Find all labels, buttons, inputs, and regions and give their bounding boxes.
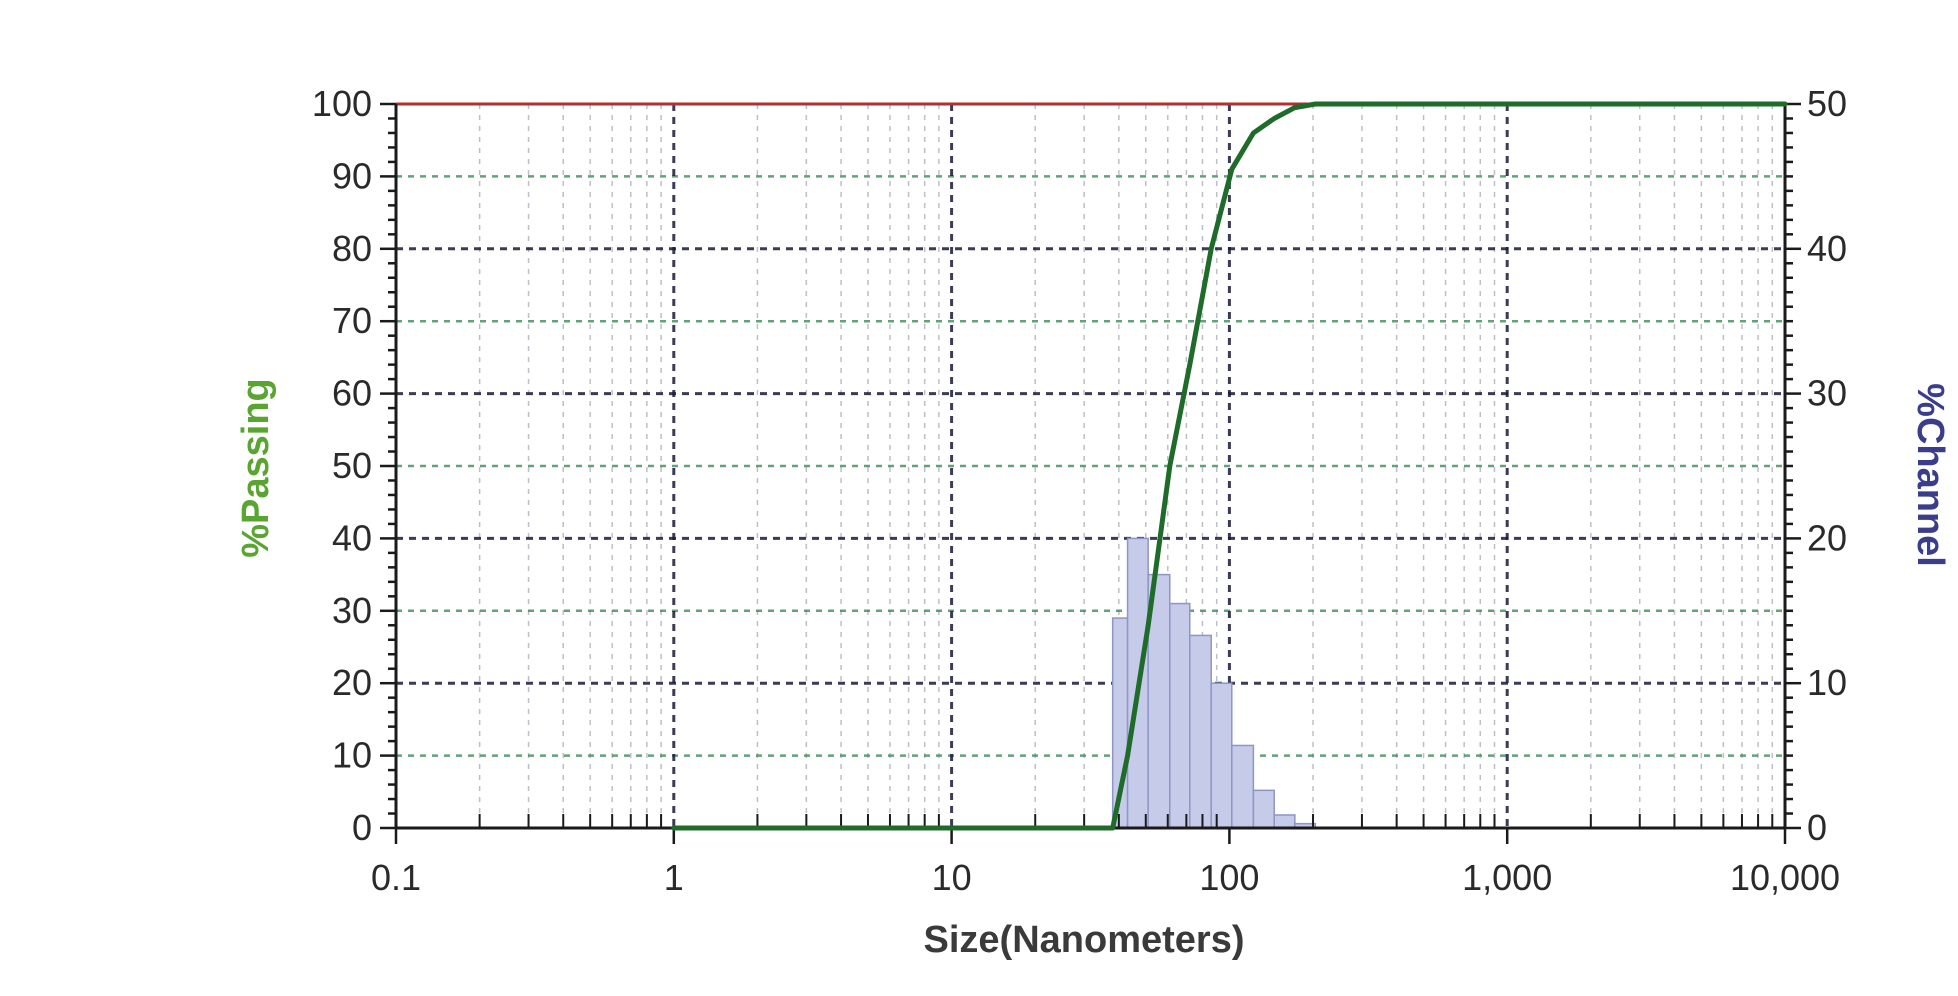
channel-bars xyxy=(1111,537,1317,829)
left-tick-label: 20 xyxy=(332,662,372,703)
right-tick-label: 40 xyxy=(1807,228,1847,269)
tick-labels: 0 10 20 30 40 50 60 70 80 90 100 0 10 20 30 40 50 0.1 1 10 1… xyxy=(312,83,1847,898)
x-tick-label: 10,000 xyxy=(1730,857,1840,898)
passing-line xyxy=(671,101,1788,831)
x-tick-label: 100 xyxy=(1199,857,1259,898)
left-axis-title: %Passing xyxy=(235,378,277,558)
channel-bar xyxy=(1210,682,1233,829)
left-tick-label: 80 xyxy=(332,228,372,269)
channel-bar xyxy=(1252,789,1275,829)
channel-bar xyxy=(1231,744,1255,829)
left-tick-label: 30 xyxy=(332,590,372,631)
right-tick-label: 50 xyxy=(1807,83,1847,124)
right-tick-label: 30 xyxy=(1807,373,1847,414)
left-tick-label: 0 xyxy=(352,807,372,848)
x-axis-title: Size(Nanometers) xyxy=(924,919,1245,961)
left-tick-label: 70 xyxy=(332,300,372,341)
right-tick-label: 20 xyxy=(1807,517,1847,558)
right-axis-title: %Channel xyxy=(1909,383,1951,567)
x-tick-label: 10 xyxy=(932,857,972,898)
minor-grid xyxy=(396,104,1785,828)
left-tick-label: 40 xyxy=(332,517,372,558)
channel-bar xyxy=(1169,602,1191,829)
right-tick-label: 10 xyxy=(1807,662,1847,703)
right-tick-label: 0 xyxy=(1807,807,1827,848)
left-tick-label: 10 xyxy=(332,735,372,776)
x-tick-label: 1,000 xyxy=(1462,857,1552,898)
passing-curve xyxy=(671,101,1788,831)
x-tick-label: 0.1 xyxy=(371,857,421,898)
major-grid xyxy=(396,104,1785,828)
left-tick-label: 60 xyxy=(332,373,372,414)
x-tick-label: 1 xyxy=(664,857,684,898)
left-tick-label: 50 xyxy=(332,445,372,486)
channel-bar xyxy=(1273,814,1296,829)
left-tick-label: 90 xyxy=(332,155,372,196)
channel-bar xyxy=(1189,634,1212,829)
left-tick-label: 100 xyxy=(312,83,372,124)
